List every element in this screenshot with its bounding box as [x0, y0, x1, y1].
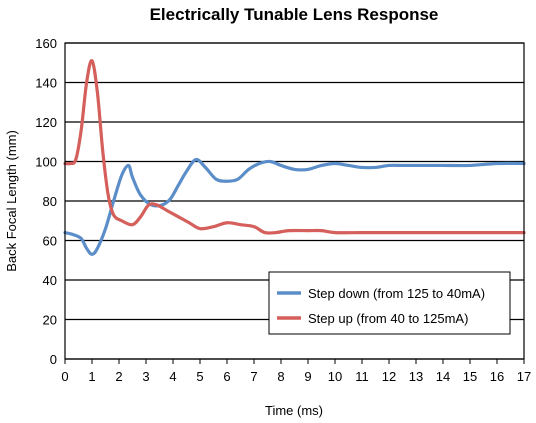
y-tick-label: 80	[43, 194, 57, 209]
x-tick-label: 2	[115, 369, 122, 384]
series-line-step-down	[63, 157, 526, 256]
x-tick-label: 14	[436, 369, 450, 384]
chart-title: Electrically Tunable Lens Response	[150, 5, 439, 24]
x-tick-label: 3	[142, 369, 149, 384]
y-tick-label: 60	[43, 234, 57, 249]
y-tick-label: 20	[43, 313, 57, 328]
y-tick-label: 100	[35, 155, 57, 170]
x-tick-label: 12	[382, 369, 396, 384]
x-tick-label: 9	[304, 369, 311, 384]
x-tick-label: 13	[409, 369, 423, 384]
series-line-step-up	[63, 59, 526, 235]
y-tick-label: 40	[43, 273, 57, 288]
x-tick-label: 7	[250, 369, 257, 384]
legend-label-step-down: Step down (from 125 to 40mA)	[308, 286, 485, 301]
data-series	[63, 59, 526, 256]
y-tick-label: 140	[35, 76, 57, 91]
y-axis-ticks: 0 20 40 60 80 100 120 140 160	[35, 36, 57, 367]
y-axis-label: Back Focal Length (mm)	[4, 130, 19, 272]
legend-label-step-up: Step up (from 40 to 125mA)	[308, 311, 468, 326]
x-tick-label: 17	[517, 369, 531, 384]
x-tick-label: 6	[223, 369, 230, 384]
x-tick-label: 16	[490, 369, 504, 384]
x-tick-label: 5	[196, 369, 203, 384]
x-axis-label: Time (ms)	[265, 403, 323, 418]
x-tick-label: 8	[277, 369, 284, 384]
x-axis-ticks: 0 1 2 3 4 5 6 7 8 9 10 11 12 13 14 15 16 17	[61, 359, 531, 384]
y-tick-label: 160	[35, 36, 57, 51]
y-tick-label: 120	[35, 115, 57, 130]
x-tick-label: 4	[169, 369, 176, 384]
x-tick-label: 11	[355, 369, 369, 384]
x-tick-label: 1	[88, 369, 95, 384]
x-tick-label: 10	[328, 369, 342, 384]
plot-frame	[64, 42, 525, 360]
x-tick-label: 15	[463, 369, 477, 384]
x-tick-label: 0	[61, 369, 68, 384]
legend-box	[268, 271, 511, 335]
y-tick-label: 0	[50, 352, 57, 367]
legend: Step down (from 125 to 40mA) Step up (fr…	[268, 271, 511, 335]
